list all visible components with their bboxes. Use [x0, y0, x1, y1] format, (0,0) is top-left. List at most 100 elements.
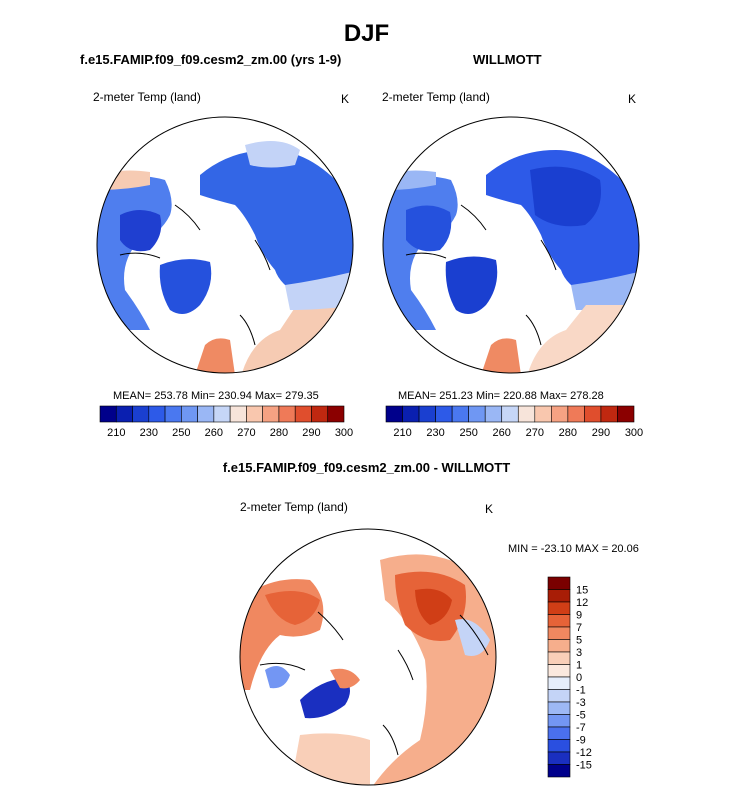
colorbar-tick-label: 250 — [459, 427, 477, 439]
colorbar-swatch — [547, 751, 571, 765]
canada-deep — [120, 210, 162, 252]
left-units-label: K — [341, 92, 350, 106]
colorbar-tick-label: -1 — [576, 685, 586, 697]
colorbar-swatch — [115, 405, 133, 423]
siberia-deep — [530, 166, 601, 227]
greenland — [445, 256, 498, 314]
colorbar-swatch — [547, 614, 571, 628]
colorbar-tick-label: -15 — [576, 760, 592, 772]
colorbar-swatch — [262, 405, 280, 423]
colorbar-tick-label: -3 — [576, 697, 586, 709]
colorbar-swatch — [547, 626, 571, 640]
left-stats: MEAN= 253.78 Min= 230.94 Max= 279.35 — [113, 390, 319, 402]
diff-units-label: K — [485, 502, 494, 516]
diff-polar-map — [239, 528, 497, 786]
colorbar-tick-label: 280 — [559, 427, 577, 439]
colorbar-swatch — [181, 405, 198, 423]
colorbar-tick-label: -7 — [576, 722, 586, 734]
colorbar-swatch — [501, 405, 519, 423]
colorbar-swatch — [547, 651, 571, 665]
colorbar-tick-label: 3 — [576, 647, 582, 659]
colorbar-swatch — [534, 405, 552, 423]
diff-coastline — [259, 611, 489, 756]
colorbar-swatch — [547, 576, 571, 590]
colorbar-tick-label: 250 — [172, 427, 190, 439]
diff-na-hot — [265, 591, 320, 625]
colorbar-tick-label: 7 — [576, 622, 582, 634]
diff-variable-label: 2-meter Temp (land) — [240, 500, 348, 514]
colorbar-swatch — [418, 405, 436, 423]
right-variable-label: 2-meter Temp (land) — [382, 90, 490, 104]
colorbar-swatch — [547, 639, 571, 653]
figure-title: DJF — [343, 20, 390, 47]
colorbar-swatch — [451, 405, 469, 423]
colorbar-swatch — [547, 701, 571, 715]
europe-warm — [481, 338, 521, 373]
colorbar-tick-label: 260 — [493, 427, 511, 439]
colorbar-swatch — [278, 405, 296, 423]
colorbar-swatch — [468, 405, 486, 423]
diff-greenland-cold — [300, 678, 350, 719]
colorbar-tick-label: 260 — [205, 427, 223, 439]
colorbar-tick-label: 1 — [576, 660, 582, 672]
colorbar-tick-label: 300 — [625, 427, 643, 439]
right-colorbar: 210 230 250 260 270 280 290 300 — [385, 405, 643, 439]
left-polar-map — [96, 116, 354, 374]
left-variable-label: 2-meter Temp (land) — [93, 90, 201, 104]
colorbar-tick-label: 290 — [302, 427, 320, 439]
colorbar-tick-label: 270 — [526, 427, 544, 439]
greenland — [159, 259, 212, 314]
colorbar-swatch — [246, 405, 263, 423]
diff-panel-title: f.e15.FAMIP.f09_f09.cesm2_zm.00 - WILLMO… — [222, 460, 511, 475]
colorbar-swatch — [213, 405, 231, 423]
colorbar-swatch — [385, 405, 403, 423]
colorbar-tick-label: 0 — [576, 672, 582, 684]
colorbar-swatch — [132, 405, 150, 423]
colorbar-swatch — [547, 676, 571, 690]
right-units-label: K — [628, 92, 637, 106]
colorbar-swatch — [327, 405, 345, 423]
diff-canada-cool — [265, 666, 290, 689]
right-panel-title: WILLMOTT — [473, 52, 542, 67]
colorbar-tick-label: 230 — [140, 427, 158, 439]
colorbar-swatch — [402, 405, 420, 423]
colorbar-tick-label: 280 — [270, 427, 288, 439]
right-polar-map — [382, 116, 640, 374]
colorbar-swatch — [547, 739, 571, 753]
colorbar-swatch — [600, 405, 618, 423]
colorbar-swatch — [547, 714, 571, 728]
colorbar-swatch — [311, 405, 329, 423]
colorbar-tick-label: 210 — [107, 427, 125, 439]
colorbar-swatch — [567, 405, 585, 423]
colorbar-tick-label: 300 — [335, 427, 353, 439]
colorbar-swatch — [99, 405, 117, 423]
colorbar-swatch — [148, 405, 166, 423]
colorbar-swatch — [294, 405, 312, 423]
canada-deep — [406, 205, 452, 252]
colorbar-tick-label: -12 — [576, 747, 592, 759]
colorbar-tick-label: -9 — [576, 735, 586, 747]
left-panel-title: f.e15.FAMIP.f09_f09.cesm2_zm.00 (yrs 1-9… — [80, 52, 342, 67]
colorbar-swatch — [517, 405, 536, 423]
eurasia-field — [200, 150, 353, 300]
colorbar-swatch — [547, 601, 571, 615]
colorbar-swatch — [547, 689, 571, 703]
colorbar-swatch — [547, 664, 571, 678]
colorbar-tick-label: 230 — [426, 427, 444, 439]
colorbar-tick-label: 15 — [576, 585, 588, 597]
diff-greenland-mild — [330, 668, 360, 689]
colorbar-tick-label: 12 — [576, 597, 588, 609]
diff-light-patch — [455, 619, 490, 656]
colorbar-tick-label: 5 — [576, 635, 582, 647]
diff-south-warm — [290, 733, 370, 785]
diff-siberia-core — [415, 588, 452, 625]
colorbar-swatch — [229, 405, 247, 423]
diff-stats: MIN = -23.10 MAX = 20.06 — [508, 543, 639, 555]
colorbar-tick-label: 270 — [237, 427, 255, 439]
colorbar-swatch — [484, 405, 503, 423]
colorbar-tick-label: 9 — [576, 610, 582, 622]
right-coastline — [405, 204, 557, 346]
europe-warm — [195, 338, 235, 373]
